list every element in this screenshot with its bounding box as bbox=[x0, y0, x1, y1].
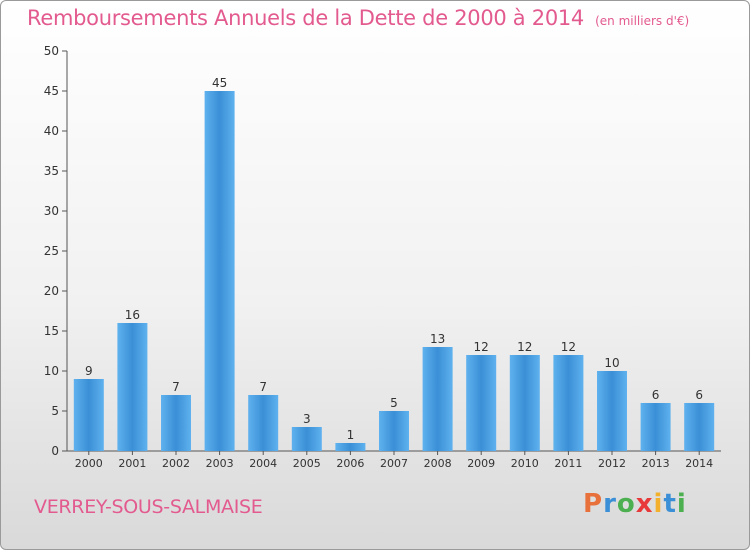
y-tick-label: 15 bbox=[44, 324, 59, 338]
commune-name: VERREY-SOUS-SALMAISE bbox=[34, 496, 263, 518]
y-tick-label: 0 bbox=[51, 444, 59, 458]
bar-2012 bbox=[597, 371, 627, 451]
bar-value-label: 9 bbox=[85, 364, 93, 378]
x-tick-label: 2014 bbox=[685, 457, 713, 470]
bar-2001 bbox=[117, 323, 148, 451]
bar-2011 bbox=[553, 355, 584, 451]
bar-2004 bbox=[248, 395, 279, 451]
y-tick-label: 5 bbox=[51, 404, 59, 418]
bar-value-label: 12 bbox=[474, 340, 489, 354]
bar-value-label: 7 bbox=[259, 380, 267, 394]
chart-bars: 9 16 7 45 7 3 1 5 13 12 12 12 10 6 6 bbox=[73, 76, 715, 451]
bar-value-label: 7 bbox=[172, 380, 180, 394]
bar-value-label: 1 bbox=[347, 428, 355, 442]
x-tick-label: 2008 bbox=[424, 457, 452, 470]
bar-value-label: 10 bbox=[604, 356, 619, 370]
chart-unit: (en milliers d'€) bbox=[595, 14, 690, 28]
x-tick-label: 2001 bbox=[118, 457, 146, 470]
x-tick-label: 2012 bbox=[598, 457, 626, 470]
x-tick-label: 2009 bbox=[467, 457, 495, 470]
bar-value-label: 12 bbox=[517, 340, 532, 354]
bar-2003 bbox=[204, 91, 235, 451]
bar-value-label: 13 bbox=[430, 332, 445, 346]
logo-letter: r bbox=[603, 489, 617, 519]
y-tick-label: 45 bbox=[44, 84, 59, 98]
bar-2009 bbox=[466, 355, 497, 451]
bar-2006 bbox=[335, 443, 366, 451]
logo-letter: t bbox=[663, 489, 677, 519]
x-tick-label: 2006 bbox=[336, 457, 364, 470]
x-tick-label: 2002 bbox=[162, 457, 190, 470]
bar-value-label: 45 bbox=[212, 76, 227, 90]
bar-2008 bbox=[422, 347, 453, 451]
chart-title: Remboursements Annuels de la Dette de 20… bbox=[27, 6, 584, 30]
y-tick-label: 35 bbox=[44, 164, 59, 178]
bar-value-label: 12 bbox=[561, 340, 576, 354]
y-tick-label: 25 bbox=[44, 244, 59, 258]
y-tick-label: 40 bbox=[44, 124, 59, 138]
y-tick-label: 30 bbox=[44, 204, 59, 218]
x-tick-label: 2005 bbox=[293, 457, 321, 470]
y-tick-label: 20 bbox=[44, 284, 59, 298]
x-tick-label: 2013 bbox=[642, 457, 670, 470]
x-tick-label: 2011 bbox=[554, 457, 582, 470]
x-tick-label: 2000 bbox=[75, 457, 103, 470]
bar-value-label: 6 bbox=[652, 388, 660, 402]
proxiti-logo: Proxiti bbox=[583, 489, 687, 519]
logo-letter: x bbox=[635, 489, 654, 519]
bar-2005 bbox=[291, 427, 322, 451]
x-tick-label: 2004 bbox=[249, 457, 277, 470]
chart-title-row: Remboursements Annuels de la Dette de 20… bbox=[27, 6, 689, 30]
bar-value-label: 6 bbox=[695, 388, 703, 402]
x-tick-label: 2003 bbox=[206, 457, 234, 470]
bar-2014 bbox=[684, 403, 715, 451]
bar-value-label: 5 bbox=[390, 396, 398, 410]
bar-2002 bbox=[161, 395, 191, 451]
y-tick-label: 10 bbox=[44, 364, 59, 378]
bar-2007 bbox=[379, 411, 409, 451]
y-tick-label: 50 bbox=[44, 44, 59, 58]
bar-2013 bbox=[640, 403, 671, 451]
bar-2000 bbox=[73, 379, 104, 451]
logo-letter: P bbox=[583, 489, 604, 519]
bar-2010 bbox=[509, 355, 540, 451]
logo-letter: o bbox=[616, 489, 636, 519]
x-tick-label: 2007 bbox=[380, 457, 408, 470]
x-tick-label: 2010 bbox=[511, 457, 539, 470]
logo-letter: i bbox=[653, 489, 664, 519]
bar-value-label: 16 bbox=[125, 308, 140, 322]
bar-value-label: 3 bbox=[303, 412, 311, 426]
logo-letter: i bbox=[676, 489, 687, 519]
